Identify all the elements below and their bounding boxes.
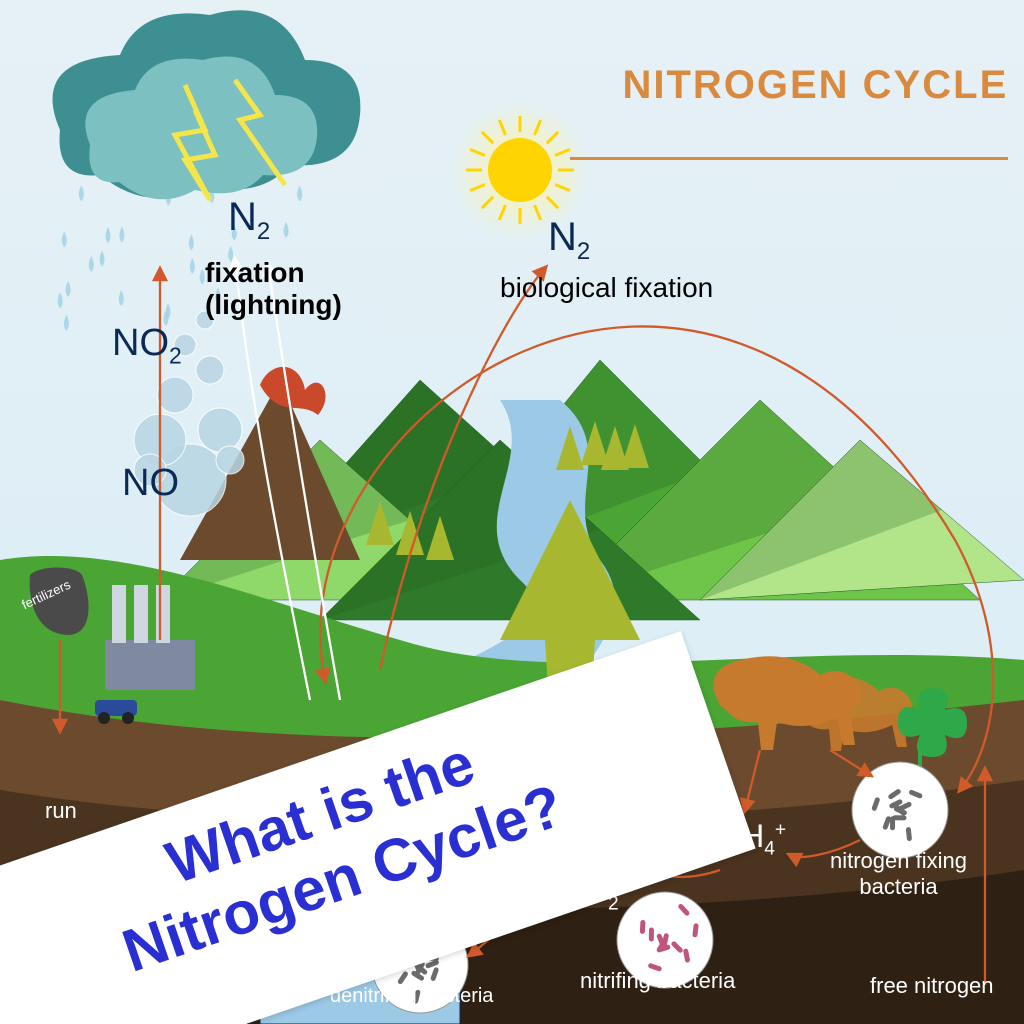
label-n2_bio: N2 <box>548 215 590 266</box>
label-fixation_lightning: fixation(lightning) <box>205 257 342 321</box>
label-denitrifing: denitrifing bacteria <box>330 985 493 1008</box>
label-nitrogen_fixing: nitrogen fixingbacteria <box>830 848 967 900</box>
diagram-title: NITROGEN CYCLE <box>570 18 1008 160</box>
title-text: NITROGEN CYCLE <box>622 63 1008 107</box>
label-nitrifing: nitrifing bacteria <box>580 968 735 994</box>
label-no2: NO2 <box>112 322 182 370</box>
label-n2_cloud: N2 <box>228 195 270 246</box>
label-run: run <box>45 798 77 824</box>
nitrogen-cycle-diagram: NITROGEN CYCLE N2 fixation(lightning) NO2 N… <box>0 0 1024 1024</box>
label-free_nitrogen: free nitrogen <box>870 973 994 999</box>
label-biological_fixation: biological fixation <box>500 272 713 304</box>
label-no: NO <box>122 462 179 505</box>
